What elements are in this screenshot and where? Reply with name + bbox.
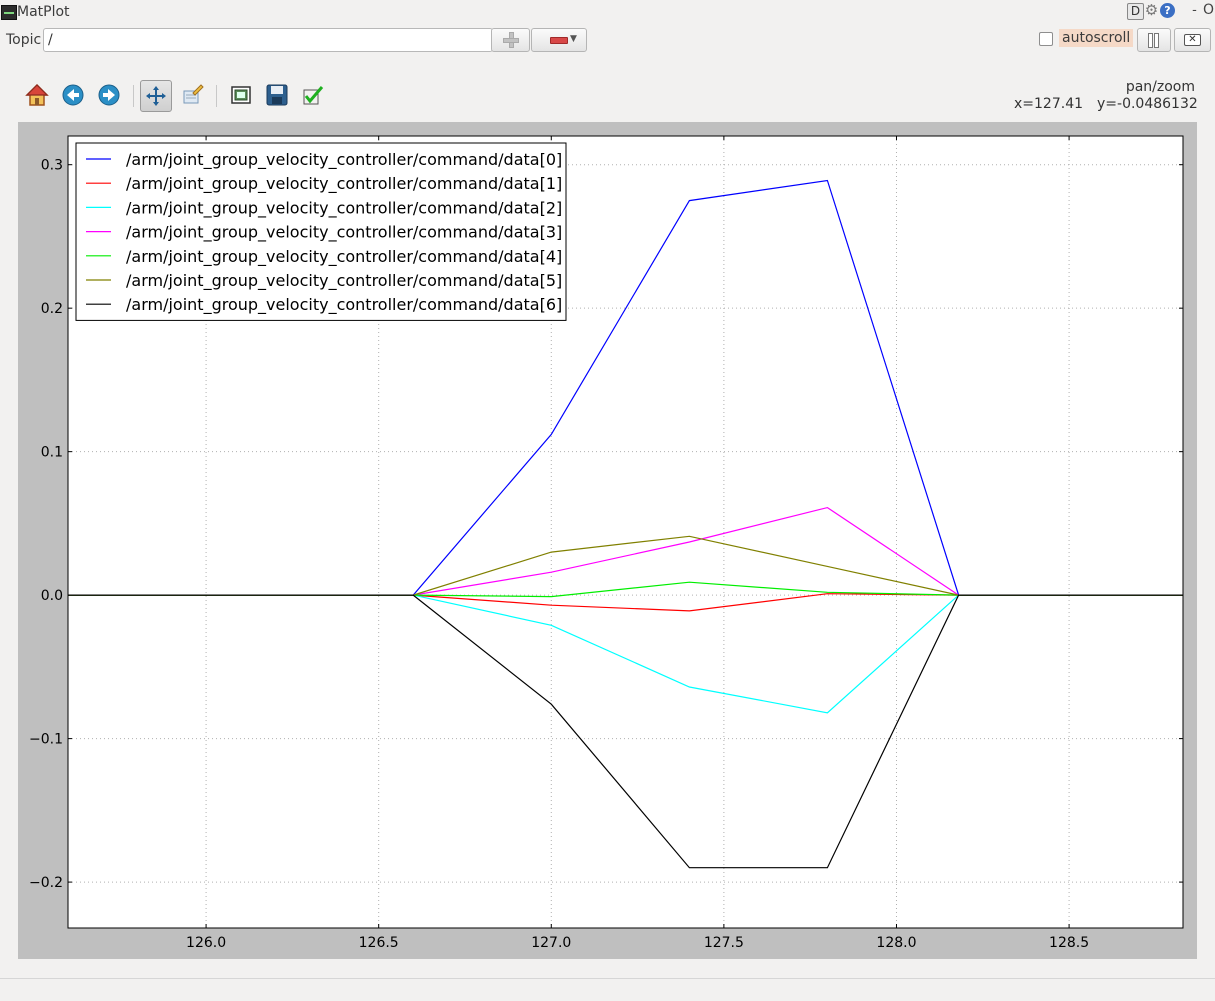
legend-entry-0: /arm/joint_group_velocity_controller/com…	[126, 150, 562, 170]
add-topic-button[interactable]	[491, 28, 530, 52]
series-line-6	[68, 594, 1183, 869]
x-tick-label: 128.0	[876, 935, 916, 951]
dock-icon[interactable]: D	[1127, 3, 1144, 20]
pause-icon	[1148, 33, 1160, 48]
minus-icon	[550, 37, 568, 44]
edit-check-icon	[303, 86, 324, 105]
legend-entry-2: /arm/joint_group_velocity_controller/com…	[126, 198, 562, 218]
clear-button[interactable]: ✕	[1174, 28, 1211, 52]
autoscroll-checkbox[interactable]	[1039, 32, 1053, 46]
toolbar-separator	[216, 85, 217, 107]
pan-button[interactable]	[140, 80, 172, 112]
help-icon[interactable]: ?	[1160, 3, 1175, 18]
x-tick-label: 126.0	[186, 935, 226, 951]
back-button[interactable]	[58, 80, 88, 110]
chevron-down-icon: ▼	[570, 34, 577, 44]
zoom-rect-button[interactable]	[178, 80, 208, 110]
y-tick-label: 0.3	[41, 158, 63, 174]
save-icon	[266, 84, 288, 106]
back-arrow-icon	[62, 84, 84, 106]
status-bar	[0, 978, 1215, 1001]
y-tick-label: 0.2	[41, 301, 63, 317]
home-icon	[25, 83, 49, 106]
plot-canvas[interactable]: 126.0 126.5 127.0 127.5 128.0 128.5 −0.2 −0.1 0.…	[18, 122, 1197, 959]
toolbar-separator	[133, 85, 134, 107]
x-tick-label: 127.0	[531, 935, 571, 951]
app-icon	[1, 5, 17, 20]
topic-input[interactable]	[43, 28, 493, 52]
pan-icon	[146, 86, 166, 106]
subplots-icon	[231, 86, 251, 104]
plot-svg[interactable]: 126.0 126.5 127.0 127.5 128.0 128.5 −0.2 −0.1 0.…	[18, 122, 1197, 959]
y-tick-label: −0.1	[29, 732, 63, 748]
subplots-button[interactable]	[226, 80, 256, 110]
title-bar: MatPlot D ⚙ ? - O	[0, 0, 1215, 26]
pause-button[interactable]	[1137, 28, 1171, 52]
minimize-icon[interactable]: -	[1192, 3, 1197, 18]
autoscroll-label[interactable]: autoscroll	[1059, 29, 1134, 47]
y-tick-label: 0.1	[41, 445, 63, 461]
x-tick-label: 128.5	[1049, 935, 1089, 951]
axes-frame	[67, 135, 1184, 929]
window-title: MatPlot	[17, 4, 70, 20]
remove-topic-button[interactable]: ▼	[531, 28, 587, 52]
clear-icon: ✕	[1184, 34, 1201, 46]
x-coordinate-readout: x=127.41	[1014, 96, 1084, 112]
forward-button[interactable]	[94, 80, 124, 110]
legend-entry-6: /arm/joint_group_velocity_controller/com…	[126, 295, 562, 315]
y-coordinate-readout: y=-0.0486132	[1097, 96, 1198, 112]
y-tick-label: 0.0	[41, 588, 63, 604]
legend-box	[75, 142, 567, 321]
legend-entry-1: /arm/joint_group_velocity_controller/com…	[126, 174, 562, 194]
home-button[interactable]	[22, 80, 52, 110]
x-tick-label: 126.5	[359, 935, 399, 951]
gear-icon[interactable]: ⚙	[1144, 1, 1159, 19]
topic-label: Topic	[6, 32, 42, 48]
x-tick-label: 127.5	[704, 935, 744, 951]
y-tick-label: −0.2	[29, 875, 63, 891]
edit-axes-button[interactable]	[298, 80, 328, 110]
legend-entry-5: /arm/joint_group_velocity_controller/com…	[126, 271, 562, 291]
close-icon[interactable]: O	[1202, 2, 1215, 18]
save-button[interactable]	[262, 80, 292, 110]
forward-arrow-icon	[98, 84, 120, 106]
plus-icon	[503, 32, 519, 48]
legend-entry-3: /arm/joint_group_velocity_controller/com…	[126, 223, 562, 243]
mode-label: pan/zoom	[1125, 79, 1195, 95]
zoom-rect-icon	[183, 84, 204, 104]
legend-entry-4: /arm/joint_group_velocity_controller/com…	[126, 247, 562, 267]
